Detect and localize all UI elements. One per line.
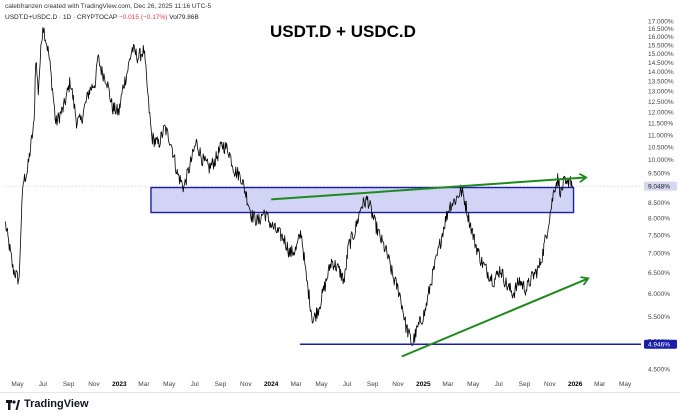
resistance-zone (150, 186, 575, 214)
price-series-line (4, 27, 574, 347)
y-tick-label: 10.000% (648, 157, 674, 164)
x-tick-label: 2026 (568, 381, 583, 388)
y-tick-label: 12.500% (648, 99, 674, 106)
price-badge-bg (644, 339, 677, 349)
tradingview-logo-icon (6, 400, 20, 410)
x-tick-label: Nov (544, 381, 556, 388)
chart-title: USDT.D + USDC.D (270, 22, 416, 41)
x-tick-label: Sep (367, 381, 379, 388)
y-tick-label: 8.000% (648, 216, 670, 223)
x-tick-label: 2024 (264, 381, 279, 388)
price-badge-bg (644, 181, 677, 191)
x-tick-label: May (619, 381, 632, 388)
y-tick-label: 13.500% (648, 79, 674, 86)
symbol-name: USDT.D+USDC.D · 1D · CRYPTOCAP (5, 14, 118, 21)
x-tick-label: Nov (392, 381, 404, 388)
x-tick-label: Mar (442, 381, 454, 388)
y-tick-label: 16.000% (648, 34, 674, 41)
x-tick-label: Jul (343, 381, 352, 388)
x-tick-label: Mar (138, 381, 150, 388)
x-tick-label: Nov (240, 381, 252, 388)
x-tick-label: May (467, 381, 480, 388)
chart-credit: calebfranzen created with TradingView.co… (5, 3, 212, 10)
price-badge-label: 9.048% (648, 183, 670, 190)
x-tick-label: Jul (190, 381, 199, 388)
x-tick-label: Mar (291, 381, 303, 388)
tradingview-brand: TradingView (24, 398, 89, 410)
y-tick-label: 9.500% (648, 171, 670, 178)
x-tick-label: May (315, 381, 328, 388)
x-tick-label: Mar (594, 381, 606, 388)
y-tick-label: 4.500% (648, 366, 670, 373)
y-tick-label: 14.000% (648, 69, 674, 76)
price-badge-label: 4.946% (648, 342, 670, 349)
price-change: −0.015 (−0.17%) (118, 14, 168, 21)
x-tick-label: May (163, 381, 176, 388)
x-tick-label: May (11, 381, 24, 388)
x-tick-label: Jul (495, 381, 504, 388)
volume-readout: Vol79.86B (169, 14, 199, 21)
y-tick-label: 11.500% (648, 121, 673, 128)
y-tick-label: 7.000% (648, 251, 670, 258)
x-tick-label: Nov (88, 381, 100, 388)
y-tick-label: 10.500% (648, 144, 674, 151)
x-tick-label: Sep (519, 381, 531, 388)
trend-arrow-1 (271, 178, 585, 201)
y-tick-label: 15.000% (648, 51, 674, 58)
price-chart[interactable]: 17.000%16.500%16.000%15.500% 15.000% 14.50… (0, 0, 680, 392)
y-tick-label: 8.500% (648, 200, 670, 207)
y-tick-label: 16.500% (648, 26, 674, 33)
x-tick-label: Jul (39, 381, 48, 388)
footer-bar: TradingView (0, 392, 680, 417)
y-tick-label: 17.000% (648, 18, 674, 25)
y-tick-label: 6.000% (648, 291, 670, 298)
y-tick-label: 7.500% (648, 233, 670, 240)
y-tick-label: 13.000% (648, 89, 674, 96)
y-tick-label: 6.500% (648, 270, 670, 277)
x-tick-label: Sep (215, 381, 227, 388)
y-tick-label: 15.500% (648, 42, 674, 49)
x-tick-label: 2025 (416, 381, 431, 388)
symbol-info: USDT.D+USDC.D · 1D · CRYPTOCAP −0.015 (−… (5, 14, 199, 21)
y-tick-label: 5.500% (648, 314, 670, 321)
x-tick-label: Sep (63, 381, 75, 388)
trend-arrow-2 (401, 279, 587, 358)
y-tick-label: 12.000% (648, 109, 674, 116)
y-tick-label: 11.000% (648, 132, 673, 139)
y-tick-label: 14.500% (648, 60, 674, 67)
x-tick-label: 2023 (112, 381, 127, 388)
